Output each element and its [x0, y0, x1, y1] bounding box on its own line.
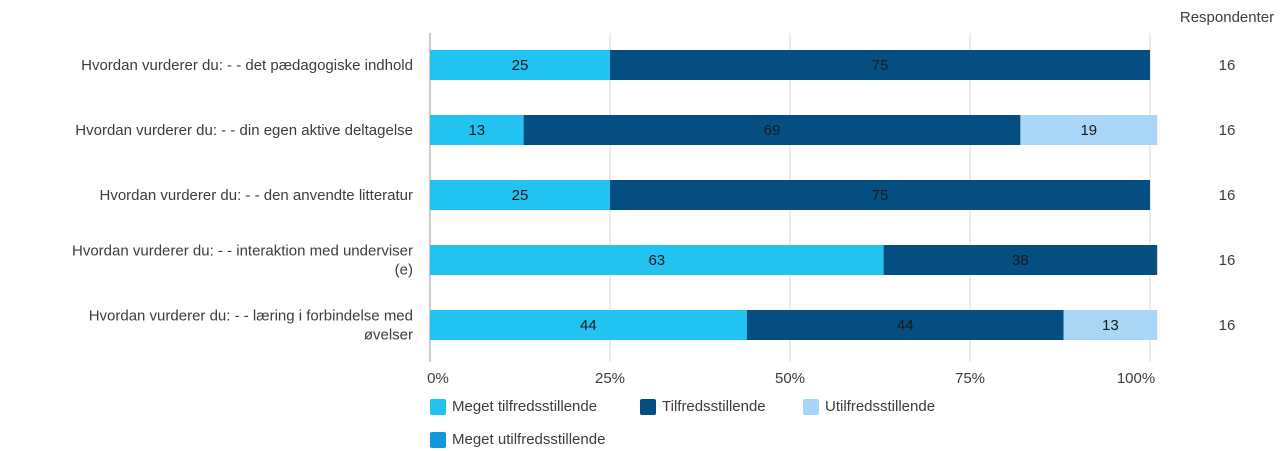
data-label: 69 — [764, 122, 781, 139]
bar-segment — [430, 50, 610, 80]
x-tick-label: 25% — [595, 370, 625, 387]
bar-segment — [430, 180, 610, 210]
respondents-column: Respondenter 16 16 16 16 16 — [1180, 9, 1274, 334]
x-tick-label: 50% — [775, 370, 805, 387]
data-label: 38 — [1012, 252, 1029, 269]
data-label: 75 — [872, 187, 889, 204]
data-label: 25 — [512, 57, 529, 74]
bars: 25 75 13 69 19 25 75 63 38 44 44 13 — [430, 50, 1158, 340]
legend-item: Meget utilfredsstillende — [430, 431, 605, 448]
category-label: Hvordan vurderer du: - - det pædagogiske… — [81, 57, 413, 74]
legend-label: Tilfredsstillende — [662, 398, 766, 415]
bar-segment — [746, 310, 1064, 340]
respondents-header: Respondenter — [1180, 9, 1274, 26]
bar-segment — [430, 310, 747, 340]
legend-item: Tilfredsstillende — [640, 398, 766, 415]
legend-swatch — [803, 398, 819, 415]
legend-swatch — [640, 398, 656, 415]
category-label: øvelser — [364, 327, 413, 344]
bar-segment — [1020, 115, 1158, 145]
legend-swatch — [430, 398, 446, 415]
legend-item: Meget tilfredsstillende — [430, 398, 597, 415]
bar-segment — [610, 50, 1150, 80]
legend-swatch — [430, 431, 446, 448]
legend-label: Meget tilfredsstillende — [452, 398, 598, 415]
category-label: Hvordan vurderer du: - - din egen aktive… — [75, 122, 413, 139]
data-label: 44 — [897, 317, 914, 334]
category-label: (e) — [395, 262, 413, 279]
legend-label: Utilfredsstillende — [825, 398, 936, 415]
category-labels: Hvordan vurderer du: - - det pædagogiske… — [72, 57, 413, 344]
x-tick-label: 75% — [955, 370, 985, 387]
data-label: 19 — [1080, 122, 1097, 139]
bar-segment — [430, 115, 524, 145]
category-label: Hvordan vurderer du: - - den anvendte li… — [100, 187, 414, 204]
bar-segment — [1063, 310, 1158, 340]
x-axis-ticks: 0% 25% 50% 75% 100% — [427, 370, 1155, 387]
respondents-value: 16 — [1219, 252, 1236, 269]
data-label: 13 — [1102, 317, 1119, 334]
data-label: 63 — [648, 252, 665, 269]
bar-segment — [523, 115, 1021, 145]
legend-label: Meget utilfredsstillende — [452, 431, 606, 448]
respondents-value: 16 — [1219, 122, 1236, 139]
data-label: 25 — [512, 187, 529, 204]
bar-segment — [430, 245, 884, 275]
data-label: 44 — [580, 317, 597, 334]
data-label: 13 — [468, 122, 485, 139]
x-tick-label: 100% — [1117, 370, 1155, 387]
category-label: Hvordan vurderer du: - - læring i forbin… — [89, 308, 413, 325]
respondents-value: 16 — [1219, 317, 1236, 334]
bar-segment — [883, 245, 1158, 275]
x-tick-label: 0% — [427, 370, 449, 387]
category-label: Hvordan vurderer du: - - interaktion med… — [72, 243, 413, 260]
respondents-value: 16 — [1219, 187, 1236, 204]
legend-item: Utilfredsstillende — [803, 398, 935, 415]
data-label: 75 — [872, 57, 889, 74]
bar-segment — [610, 180, 1150, 210]
respondents-value: 16 — [1219, 57, 1236, 74]
